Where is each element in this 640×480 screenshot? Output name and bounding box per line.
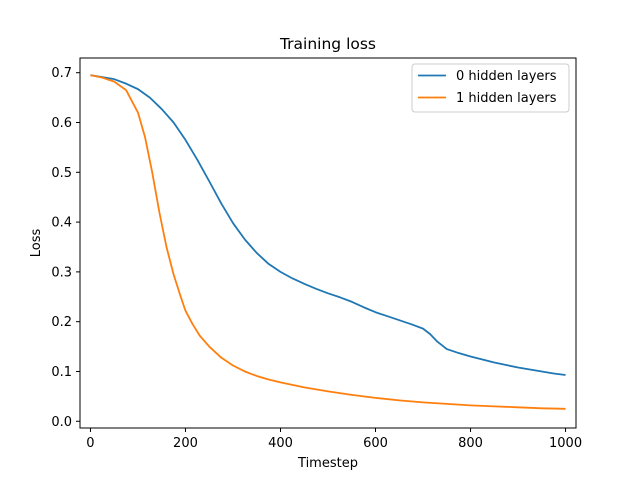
- x-axis: 0 200 400 600 800 1000: [86, 428, 582, 451]
- legend: 0 hidden layers 1 hidden layers: [411, 63, 570, 113]
- plot-frame: [79, 57, 577, 429]
- legend-label-1: 1 hidden layers: [456, 91, 557, 106]
- series-line-1: [90, 74, 566, 410]
- series-line-0: [90, 74, 566, 376]
- x-tick-label: 200: [173, 436, 198, 451]
- plot-lines: [90, 74, 566, 410]
- y-tick-label: 0.6: [51, 116, 72, 131]
- y-tick-label: 0.4: [51, 216, 72, 231]
- y-tick-label: 0.5: [51, 166, 72, 181]
- legend-box: [411, 63, 570, 113]
- x-tick-label: 1000: [549, 436, 582, 451]
- legend-label-0: 0 hidden layers: [456, 69, 557, 84]
- y-axis-label: Loss: [29, 229, 44, 258]
- x-tick-label: 400: [268, 436, 293, 451]
- y-tick-label: 0.0: [51, 415, 72, 430]
- y-axis: 0.0 0.1 0.2 0.3 0.4 0.5 0.6 0.7: [51, 66, 80, 430]
- x-tick-label: 800: [458, 436, 483, 451]
- chart-title: Training loss: [279, 35, 376, 53]
- x-tick-label: 0: [86, 436, 94, 451]
- y-tick-label: 0.1: [51, 365, 72, 380]
- y-tick-label: 0.7: [51, 66, 72, 81]
- y-tick-label: 0.2: [51, 315, 72, 330]
- x-axis-label: Timestep: [297, 456, 358, 471]
- y-tick-label: 0.3: [51, 265, 72, 280]
- x-tick-label: 600: [363, 436, 388, 451]
